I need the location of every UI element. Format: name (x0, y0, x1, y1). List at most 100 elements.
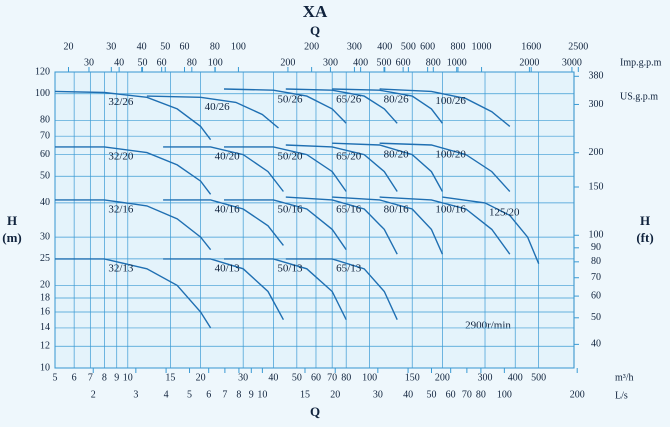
curve-label: 32/26 (108, 96, 134, 108)
y-tick-label: 18 (40, 292, 50, 303)
x-tick-label: 30 (238, 372, 248, 383)
curve-label: 40/20 (215, 150, 241, 162)
y-tick-label: 14 (40, 322, 50, 333)
x-tick-label: 15 (165, 372, 175, 383)
x-tick-label: 200 (435, 372, 450, 383)
secondary-tick-label: 1000 (472, 41, 492, 52)
x-tick-label: 300 (478, 372, 493, 383)
pump-curve (332, 196, 444, 255)
secondary-tick-label: 20 (63, 41, 73, 52)
secondary-tick-label: 800 (426, 57, 441, 68)
secondary-tick-label: 2 (91, 389, 96, 400)
x-tick-label: 150 (405, 372, 420, 383)
secondary-tick-label: 30 (84, 57, 94, 68)
secondary-tick-label: 4 (164, 389, 169, 400)
x-tick-label: 5 (53, 372, 58, 383)
curve-label: 65/26 (336, 94, 362, 106)
secondary-tick-label: 30 (373, 389, 383, 400)
x-tick-label: 100 (362, 372, 377, 383)
y-tick-label: 50 (40, 171, 50, 182)
chart-title: XA (303, 2, 328, 21)
secondary-tick-label: 60 (157, 57, 167, 68)
x-tick-label: 8 (102, 372, 107, 383)
secondary-tick-label: 7 (222, 389, 227, 400)
curve-label: 50/20 (277, 150, 303, 162)
y2-tick-label: 90 (591, 242, 601, 253)
secondary-tick-label: 40 (403, 389, 413, 400)
secondary-tick-label: 40 (114, 57, 124, 68)
secondary-tick-label: 300 (347, 41, 362, 52)
secondary-tick-label: 500 (377, 57, 392, 68)
y-tick-label: 20 (40, 280, 50, 291)
secondary-tick-label: 100 (231, 41, 246, 52)
pump-curve (379, 196, 511, 255)
x-tick-label: 500 (531, 372, 546, 383)
pump-curve (224, 258, 347, 321)
y-tick-label: 30 (40, 231, 50, 242)
x-unit: m³/h (615, 372, 634, 383)
y-tick-label: 80 (40, 115, 50, 126)
curve-label: 40/13 (215, 262, 241, 274)
pump-curve (55, 199, 212, 251)
x-tick-label: 7 (88, 372, 93, 383)
secondary-tick-label: 100 (497, 389, 512, 400)
y2-tick-label: 150 (589, 181, 604, 192)
pump-curve (332, 142, 444, 192)
curve-label: 40/16 (215, 203, 241, 215)
x-tick-label: 20 (196, 372, 206, 383)
secondary-tick-label: 100 (208, 57, 223, 68)
y2-tick-label: 200 (589, 147, 604, 158)
y-tick-label: 120 (35, 66, 50, 77)
y-tick-label: 60 (40, 149, 50, 160)
curve-label: 100/20 (435, 149, 466, 161)
pump-curve (55, 146, 212, 195)
pump-curve (285, 144, 398, 192)
y-axis-unit: (m) (2, 230, 22, 245)
x-axis-title: Q (310, 404, 320, 419)
x-tick-label: 6 (72, 372, 77, 383)
pump-curve (379, 142, 511, 192)
pump-curve (442, 196, 540, 264)
secondary-tick-label: 60 (446, 389, 456, 400)
secondary-tick-label: 1600 (521, 41, 541, 52)
curve-label: 40/26 (205, 101, 231, 113)
x-tick-label: 60 (311, 372, 321, 383)
secondary-tick-label: 200 (570, 389, 585, 400)
pump-curve (146, 95, 279, 129)
secondary-tick-label: 40 (137, 41, 147, 52)
secondary-tick-label: 3000 (562, 57, 582, 68)
secondary-tick-label: 80 (476, 389, 486, 400)
y-tick-label: 16 (40, 306, 50, 317)
secondary-tick-label: 200 (304, 41, 319, 52)
y-tick-label: 12 (40, 341, 50, 352)
pump-curve (55, 258, 212, 329)
pump-curve (285, 196, 398, 255)
y2-tick-label: 40 (591, 339, 601, 350)
secondary-tick-label: 600 (420, 41, 435, 52)
y2-axis-unit: (ft) (636, 230, 653, 245)
x-tick-label: 50 (292, 372, 302, 383)
x-impgpm-unit: Imp.g.p.m (620, 57, 662, 68)
y-tick-label: 70 (40, 131, 50, 142)
x-tick-label: 40 (268, 372, 278, 383)
pump-curve (163, 199, 284, 246)
curve-label: 125/20 (489, 206, 520, 218)
curve-label: 65/20 (336, 150, 362, 162)
pump-curve (224, 146, 347, 192)
y-tick-label: 10 (40, 362, 50, 373)
pump-curve (332, 88, 443, 124)
secondary-tick-label: 70 (462, 389, 472, 400)
secondary-tick-label: 400 (353, 57, 368, 68)
y-tick-label: 40 (40, 197, 50, 208)
pump-curve (54, 90, 212, 141)
curve-label: 80/20 (384, 149, 410, 161)
y2-tick-label: 80 (591, 256, 601, 267)
secondary-tick-label: 2000 (519, 57, 539, 68)
curve-label: 80/26 (384, 94, 410, 106)
y2-tick-label: 70 (591, 272, 601, 283)
secondary-tick-label: 10 (257, 389, 267, 400)
secondary-tick-label: 600 (396, 57, 411, 68)
y2-axis-title: H (640, 213, 650, 228)
x-tick-label: 400 (508, 372, 523, 383)
